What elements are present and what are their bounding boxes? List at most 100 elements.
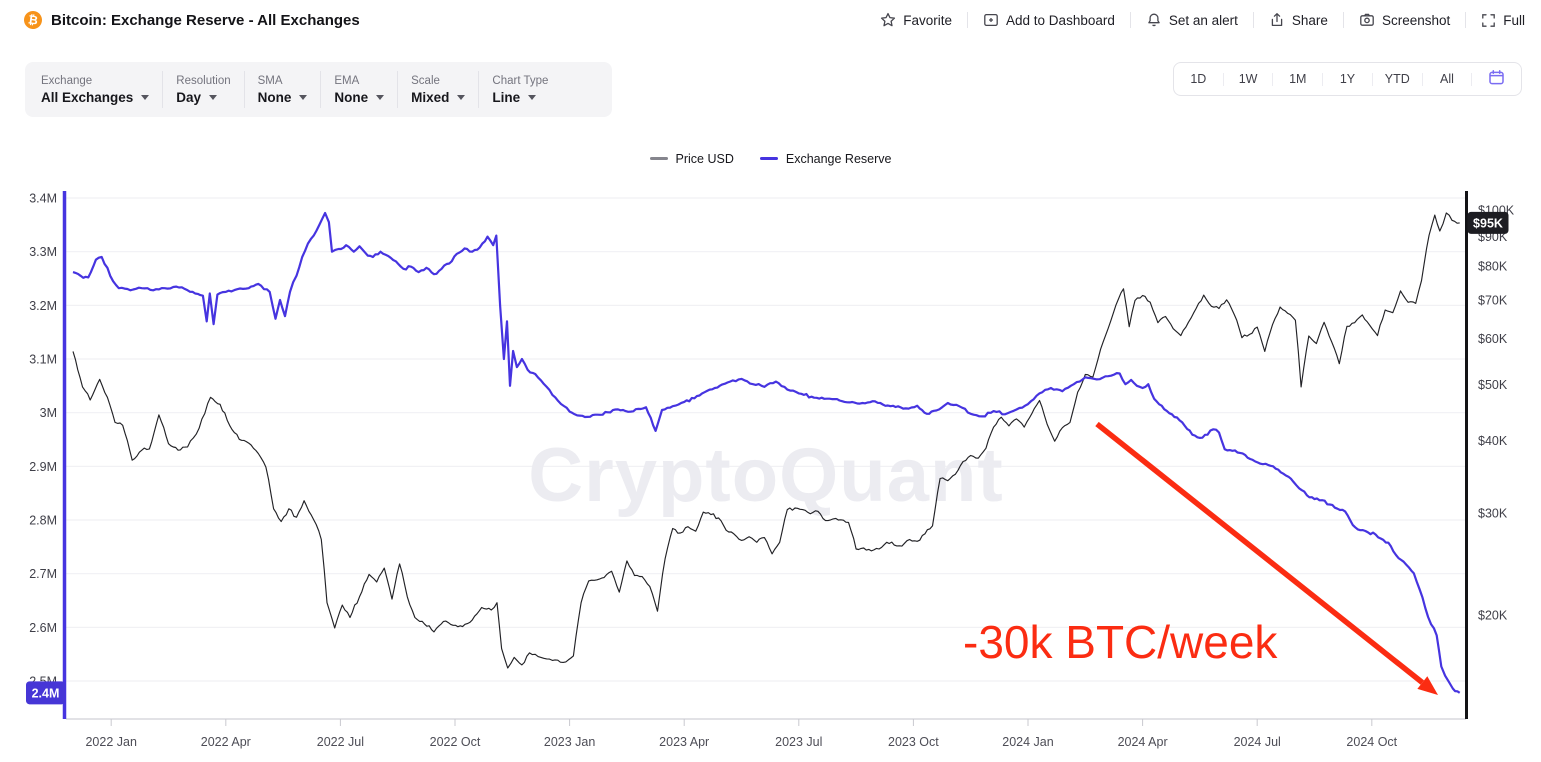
dropdown-value: None: [257, 89, 292, 105]
scale-dropdown[interactable]: Scale Mixed: [398, 75, 478, 105]
divider: [162, 71, 164, 108]
divider: [320, 71, 322, 108]
action-label: Favorite: [903, 12, 953, 28]
ema-dropdown[interactable]: EMA None: [321, 75, 397, 105]
chart-settings-toolbar: Exchange All Exchanges Resolution Day SM…: [25, 62, 612, 117]
fullscreen-button[interactable]: Full: [1466, 13, 1525, 28]
chart-type-dropdown[interactable]: Chart Type Line: [479, 75, 561, 105]
x-axis-label: 2022 Jan: [85, 735, 136, 749]
x-axis-label: 2023 Jan: [544, 735, 595, 749]
custom-range-calendar-button[interactable]: [1472, 69, 1521, 89]
resolution-dropdown[interactable]: Resolution Day: [163, 75, 243, 105]
x-axis-label: 2024 Jul: [1234, 735, 1281, 749]
chevron-down-icon: [141, 94, 150, 100]
legend-item-exchange-reserve[interactable]: Exchange Reserve: [759, 151, 892, 166]
legend-label: Price USD: [675, 151, 734, 166]
chevron-down-icon: [376, 94, 385, 100]
right-axis-label: $80K: [1478, 260, 1508, 274]
dropdown-label: Scale: [411, 74, 440, 87]
dropdown-value: All Exchanges: [41, 89, 134, 105]
set-alert-button[interactable]: Set an alert: [1131, 12, 1253, 28]
star-icon: [880, 12, 896, 28]
left-axis-label: 2.8M: [29, 514, 57, 528]
annotation-arrow-shaft: [1095, 421, 1425, 685]
x-axis-label: 2022 Oct: [430, 735, 481, 749]
x-axis-label: 2024 Apr: [1118, 735, 1168, 749]
legend-item-price-usd[interactable]: Price USD: [649, 151, 734, 166]
dropdown-label: Resolution: [176, 74, 231, 87]
right-axis-label: $40K: [1478, 434, 1508, 448]
action-label: Full: [1503, 12, 1525, 28]
range-1m-button[interactable]: 1M: [1273, 72, 1322, 86]
price-current-value-badge: [1467, 211, 1509, 234]
legend-label: Exchange Reserve: [785, 151, 892, 166]
right-axis-label: $20K: [1478, 608, 1508, 622]
dropdown-label: Chart Type: [492, 74, 549, 87]
x-axis-label: 2024 Oct: [1346, 735, 1397, 749]
exchange-dropdown[interactable]: Exchange All Exchanges: [25, 75, 162, 105]
screenshot-button[interactable]: Screenshot: [1344, 12, 1465, 28]
divider: [1471, 72, 1473, 86]
page-title: Bitcoin: Exchange Reserve - All Exchange…: [51, 11, 360, 29]
annotation-arrow-head: [1417, 676, 1438, 695]
left-axis-label: 3M: [40, 406, 57, 420]
left-axis-label: 3.4M: [29, 192, 57, 206]
fullscreen-icon: [1481, 13, 1496, 28]
chevron-down-icon: [457, 94, 466, 100]
left-axis-label: 3.2M: [29, 299, 57, 313]
price-line-swatch: [649, 157, 668, 160]
dropdown-value: None: [334, 89, 369, 105]
range-1d-button[interactable]: 1D: [1174, 72, 1223, 86]
x-axis-label: 2022 Apr: [201, 735, 251, 749]
range-ytd-button[interactable]: YTD: [1373, 72, 1422, 86]
chevron-down-icon: [299, 94, 308, 100]
header: ₿ Bitcoin: Exchange Reserve - All Exchan…: [0, 0, 1541, 40]
watermark: CryptoQuant: [528, 433, 1003, 518]
annotation-text: -30k BTC/week: [963, 616, 1278, 668]
right-axis-label: $30K: [1478, 506, 1508, 520]
bell-icon: [1146, 12, 1162, 28]
range-1w-button[interactable]: 1W: [1224, 72, 1273, 86]
reserve-current-value-badge: [26, 681, 65, 705]
x-axis-label: 2023 Apr: [659, 735, 709, 749]
dropdown-label: SMA: [257, 74, 283, 87]
divider: [967, 12, 969, 28]
right-axis-label: $60K: [1478, 332, 1508, 346]
dropdown-value: Line: [492, 89, 521, 105]
left-axis-label: 3.1M: [29, 353, 57, 367]
divider: [1465, 12, 1467, 28]
divider: [1252, 12, 1254, 28]
dropdown-value: Mixed: [411, 89, 450, 105]
divider: [1421, 72, 1423, 86]
divider: [1371, 72, 1373, 86]
x-axis-label: 2022 Jul: [317, 735, 364, 749]
divider: [1222, 72, 1224, 86]
divider: [243, 71, 245, 108]
exchange-reserve-line: [72, 211, 1461, 694]
dropdown-label: EMA: [334, 74, 360, 87]
action-label: Set an alert: [1168, 12, 1238, 28]
camera-icon: [1359, 12, 1375, 28]
chart-canvas[interactable]: CryptoQuant 2022 Jan 2022 Apr 2022 Jul 2022 …: [0, 185, 1541, 762]
x-axis-label: 2023 Oct: [888, 735, 939, 749]
share-icon: [1269, 12, 1285, 28]
action-label: Screenshot: [1381, 12, 1451, 28]
left-axis-label: 2.6M: [29, 621, 57, 635]
range-all-button[interactable]: All: [1423, 72, 1472, 86]
divider: [1129, 12, 1131, 28]
chevron-down-icon: [209, 94, 218, 100]
left-axis-label: 2.9M: [29, 460, 57, 474]
time-range-selector: 1D 1W 1M 1Y YTD All: [1173, 62, 1522, 96]
price-usd-line: [72, 212, 1460, 669]
right-axis-label: $70K: [1478, 293, 1508, 307]
add-to-dashboard-button[interactable]: Add to Dashboard: [968, 12, 1130, 28]
range-1y-button[interactable]: 1Y: [1323, 72, 1372, 86]
reserve-line-swatch: [759, 157, 778, 160]
calendar-icon: [1488, 69, 1505, 89]
share-button[interactable]: Share: [1254, 12, 1343, 28]
chart-legend: Price USD Exchange Reserve: [0, 150, 1541, 167]
favorite-button[interactable]: Favorite: [865, 12, 967, 28]
action-label: Add to Dashboard: [1006, 12, 1115, 28]
sma-dropdown[interactable]: SMA None: [245, 75, 321, 105]
